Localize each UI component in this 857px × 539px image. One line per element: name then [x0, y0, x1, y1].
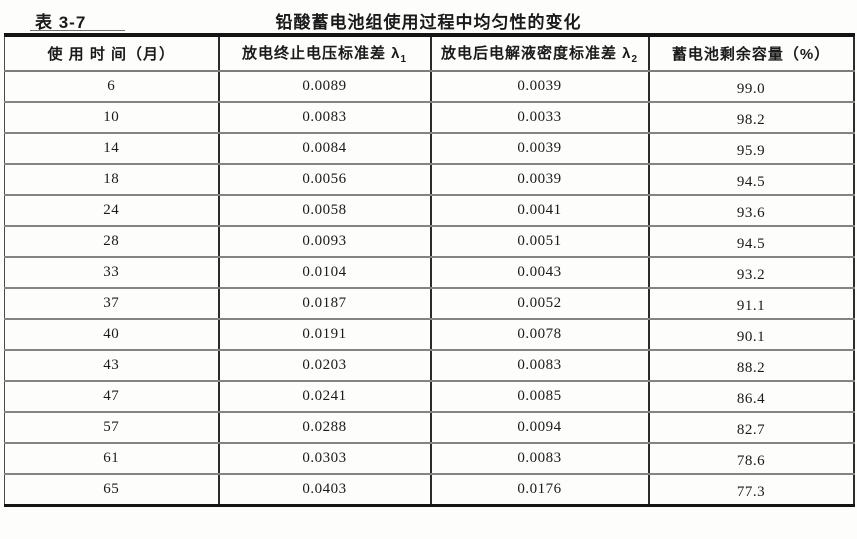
- table-cell: 0.0056: [217, 164, 431, 196]
- table-cell: 0.0094: [429, 412, 649, 444]
- table-cell: 94.5: [647, 164, 854, 196]
- table-cell: 78.6: [647, 443, 854, 475]
- column-header-remaining-capacity: 蓄电池剩余容量（%）: [647, 35, 854, 72]
- table-cell: 0.0084: [217, 133, 431, 165]
- table-cell: 24: [4, 195, 219, 227]
- table-cell: 0.0058: [217, 195, 431, 227]
- column-header-label: 蓄电池剩余容量（%）: [671, 46, 831, 63]
- table-cell: 93.2: [647, 257, 854, 289]
- table-cell: 0.0403: [217, 474, 431, 505]
- table-body: 6 0.0089 0.0039 99.0 10 0.0083 0.0033 98.2 14 0.0…: [4, 71, 854, 505]
- title-row: 表 3-7 铅酸蓄电池组使用过程中均匀性的变化: [0, 6, 857, 33]
- table-cell: 18: [4, 164, 219, 196]
- table-row: 18 0.0056 0.0039 94.5: [4, 164, 854, 196]
- table-cell: 0.0288: [217, 412, 431, 444]
- table-cell: 0.0051: [429, 226, 649, 258]
- table-row: 57 0.0288 0.0094 82.7: [4, 412, 854, 444]
- table-cell: 6: [4, 71, 219, 103]
- header-row: 使 用 时 间（月） 放电终止电压标准差 λ1 放电后电解液密度标准差 λ2 蓄…: [4, 35, 854, 72]
- table-row: 43 0.0203 0.0083 88.2: [4, 350, 854, 382]
- table-cell: 77.3: [647, 474, 854, 505]
- table-cell: 0.0052: [429, 288, 649, 320]
- table-row: 37 0.0187 0.0052 91.1: [4, 288, 854, 320]
- table-number-label: 表 3-7: [35, 13, 87, 32]
- table-cell: 65: [103, 480, 120, 497]
- table-row: 61 0.0303 0.0083 78.6: [4, 443, 854, 475]
- table-cell: 99.0: [647, 71, 854, 103]
- table-cell: 0.0033: [429, 102, 649, 134]
- table-cell: 93.6: [647, 195, 854, 227]
- lambda-subscript: 2: [631, 54, 639, 65]
- table-cell: 47: [4, 381, 219, 413]
- table-cell: 0.0083: [429, 443, 649, 475]
- table-row: 40 0.0191 0.0078 90.1: [4, 319, 854, 351]
- table-row: 28 0.0093 0.0051 94.5: [4, 226, 854, 258]
- table-cell: 0.0078: [429, 319, 649, 351]
- table-cell: 0.0241: [217, 381, 431, 413]
- column-header-voltage-stddev: 放电终止电压标准差 λ1: [217, 35, 431, 72]
- table-cell: 91.1: [647, 288, 854, 320]
- scan-artifact-line: [30, 30, 125, 31]
- table-header: 使 用 时 间（月） 放电终止电压标准差 λ1 放电后电解液密度标准差 λ2 蓄…: [4, 35, 854, 72]
- table-cell: 0.0041: [429, 195, 649, 227]
- lambda-subscript: 1: [400, 54, 408, 65]
- column-header-density-stddev: 放电后电解液密度标准差 λ2: [429, 35, 649, 72]
- column-header-label: 使 用 时 间（月）: [47, 46, 175, 63]
- table-cell: 94.5: [647, 226, 854, 258]
- table-row: 24 0.0058 0.0041 93.6: [4, 195, 854, 227]
- table-cell: 40: [4, 319, 219, 351]
- table-cell: 0.0039: [429, 164, 649, 196]
- table-cell: 0.0083: [217, 102, 431, 134]
- table-cell: 82.7: [647, 412, 854, 444]
- table-cell: 0.0039: [429, 133, 649, 165]
- table-cell: 0.0176: [429, 474, 649, 505]
- table-cell: 28: [4, 226, 219, 258]
- table-cell: 0.0104: [217, 257, 431, 289]
- table-cell: 98.2: [647, 102, 854, 134]
- table-cell: 0.0039: [429, 71, 649, 103]
- table-cell: 61: [4, 443, 219, 475]
- table-row: 14 0.0084 0.0039 95.9: [4, 133, 854, 165]
- table-cell: 0.0043: [429, 257, 649, 289]
- column-header-label: 放电终止电压标准差 λ: [241, 45, 401, 62]
- table-row: 33 0.0104 0.0043 93.2: [4, 257, 854, 289]
- table-cell: 0.0191: [217, 319, 431, 351]
- table-title: 铅酸蓄电池组使用过程中均匀性的变化: [275, 13, 582, 32]
- table-row: 65 0.0403 0.0176 77.3: [5, 474, 854, 505]
- column-header-label: 放电后电解液密度标准差 λ: [440, 45, 632, 62]
- table-cell: 0.0093: [217, 226, 431, 258]
- table-row: 47 0.0241 0.0085 86.4: [4, 381, 854, 413]
- table-row: 10 0.0083 0.0033 98.2: [4, 102, 854, 134]
- table-row: 6 0.0089 0.0039 99.0: [4, 71, 854, 103]
- battery-uniformity-table: 使 用 时 间（月） 放电终止电压标准差 λ1 放电后电解液密度标准差 λ2 蓄…: [4, 33, 855, 507]
- table-cell: 95.9: [647, 133, 854, 165]
- table-cell: 10: [4, 102, 219, 134]
- table-cell: 14: [4, 133, 219, 165]
- table-cell: 37: [4, 288, 219, 320]
- column-header-usage-time: 使 用 时 间（月）: [4, 35, 219, 72]
- table-cell: 0.0303: [217, 443, 431, 475]
- table-cell: 43: [4, 350, 219, 382]
- table-cell: 90.1: [647, 319, 854, 351]
- table-cell: 88.2: [647, 350, 854, 382]
- table-cell: 0.0089: [217, 71, 431, 103]
- table-cell: 33: [4, 257, 219, 289]
- table-cell: 57: [4, 412, 219, 444]
- table-cell: 0.0085: [429, 381, 649, 413]
- table-cell: 0.0203: [217, 350, 431, 382]
- table-cell: 0.0083: [429, 350, 649, 382]
- table-cell: 0.0187: [217, 288, 431, 320]
- table-cell: 86.4: [647, 381, 854, 413]
